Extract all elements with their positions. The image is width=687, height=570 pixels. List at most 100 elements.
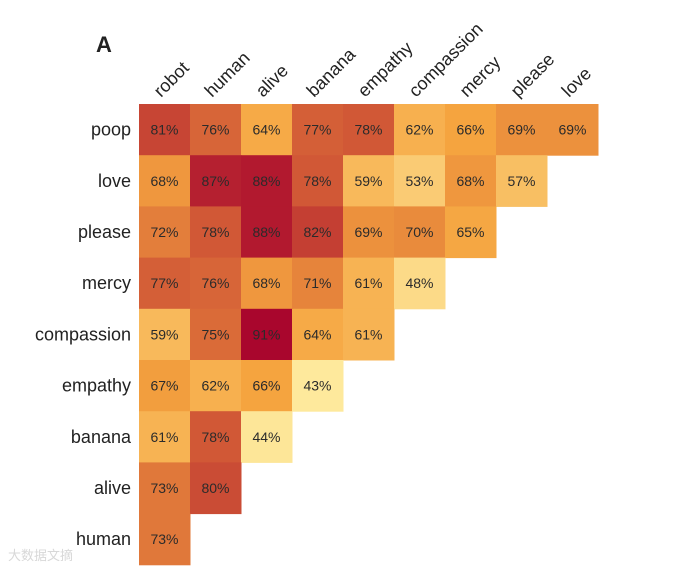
cell-value-compassion-alive: 91% <box>252 326 280 342</box>
cell-value-love-please: 57% <box>507 173 535 189</box>
cell-value-please-mercy: 65% <box>456 224 484 240</box>
row-label-alive: alive <box>94 478 131 498</box>
cell-value-poop-human: 76% <box>201 122 229 138</box>
heatmap-cell-human-robot <box>139 513 191 566</box>
heatmap-cell-love-robot <box>139 155 191 207</box>
heatmap-cell-compassion-empathy <box>343 308 395 361</box>
cell-value-love-human: 87% <box>201 173 229 189</box>
cell-value-compassion-empathy: 61% <box>354 326 382 342</box>
cell-value-please-alive: 88% <box>252 224 280 240</box>
cell-value-empathy-banana: 43% <box>303 378 331 394</box>
heatmap-cells: 81% 76% 64% 77% 78% 62% 66% 69% 69% 68% 87% 88% 78% 5… <box>139 104 599 566</box>
heatmap-cell-poop-banana <box>292 104 344 156</box>
cell-value-empathy-human: 62% <box>201 378 229 394</box>
cell-value-love-alive: 88% <box>252 173 280 189</box>
cell-value-please-compassion: 70% <box>405 224 433 240</box>
watermark-text: 大数据文摘 <box>8 549 74 564</box>
cell-value-mercy-banana: 71% <box>303 275 331 291</box>
cell-value-please-human: 78% <box>201 224 229 240</box>
column-label-love: love <box>558 63 595 100</box>
column-label-banana: banana <box>303 44 360 101</box>
column-label-please: please <box>507 49 559 101</box>
heatmap-cell-empathy-human <box>190 360 242 412</box>
cell-value-poop-alive: 64% <box>252 122 280 138</box>
cell-value-please-robot: 72% <box>150 224 178 240</box>
heatmap-cell-mercy-empathy <box>343 257 395 310</box>
heatmap-cell-love-alive <box>241 155 293 207</box>
cell-value-poop-compassion: 62% <box>405 122 433 138</box>
row-label-empathy: empathy <box>62 376 131 396</box>
heatmap-cell-poop-mercy <box>445 104 497 156</box>
heatmap-cell-banana-alive <box>241 411 293 463</box>
row-labels: poop love please mercy compassion empathy bana… <box>35 120 132 550</box>
heatmap-cell-love-banana <box>292 155 344 207</box>
heatmap-cell-please-empathy <box>343 206 395 259</box>
cell-value-empathy-robot: 67% <box>150 378 178 394</box>
heatmap-cell-poop-empathy <box>343 104 395 156</box>
heatmap-cell-alive-human <box>190 462 242 515</box>
heatmap-cell-please-robot <box>139 206 191 259</box>
cell-value-mercy-robot: 77% <box>150 275 178 291</box>
cell-value-empathy-alive: 66% <box>252 378 280 394</box>
cell-value-poop-please: 69% <box>507 122 535 138</box>
heatmap-cell-poop-please <box>496 104 548 156</box>
heatmap-cell-love-human <box>190 155 242 207</box>
heatmap-cell-mercy-alive <box>241 257 293 310</box>
heatmap-cell-please-mercy <box>445 206 497 259</box>
row-label-please: please <box>78 222 131 242</box>
heatmap-cell-please-banana <box>292 206 344 259</box>
heatmap-cell-compassion-alive <box>241 308 293 361</box>
heatmap-cell-poop-compassion <box>394 104 446 156</box>
column-label-human: human <box>201 48 254 101</box>
cell-value-please-banana: 82% <box>303 224 331 240</box>
cell-value-poop-empathy: 78% <box>354 122 382 138</box>
heatmap-cell-poop-love <box>547 104 599 156</box>
heatmap-cell-poop-alive <box>241 104 293 156</box>
column-label-robot: robot <box>150 58 193 101</box>
cell-value-poop-love: 69% <box>558 122 586 138</box>
heatmap-cell-please-compassion <box>394 206 446 259</box>
cell-value-banana-human: 78% <box>201 429 229 445</box>
heatmap-cell-love-please <box>496 155 548 207</box>
heatmap-cell-poop-human <box>190 104 242 156</box>
heatmap-cell-please-alive <box>241 206 293 259</box>
heatmap-cell-please-human <box>190 206 242 259</box>
row-label-poop: poop <box>91 120 131 140</box>
cell-value-please-empathy: 69% <box>354 224 382 240</box>
cell-value-mercy-human: 76% <box>201 275 229 291</box>
heatmap-cell-compassion-banana <box>292 308 344 361</box>
row-label-banana: banana <box>71 427 132 447</box>
heatmap-cell-love-compassion <box>394 155 446 207</box>
heatmap-cell-compassion-robot <box>139 308 191 361</box>
heatmap-cell-empathy-banana <box>292 360 344 412</box>
cell-value-human-robot: 73% <box>150 531 178 547</box>
heatmap-cell-poop-robot <box>139 104 191 156</box>
cell-value-love-banana: 78% <box>303 173 331 189</box>
cell-value-love-compassion: 53% <box>405 173 433 189</box>
cell-value-compassion-robot: 59% <box>150 326 178 342</box>
cell-value-compassion-banana: 64% <box>303 326 331 342</box>
row-label-human: human <box>76 529 131 549</box>
cell-value-mercy-alive: 68% <box>252 275 280 291</box>
cell-value-mercy-empathy: 61% <box>354 275 382 291</box>
row-label-love: love <box>98 171 131 191</box>
heatmap-cell-compassion-human <box>190 308 242 361</box>
cell-value-love-mercy: 68% <box>456 173 484 189</box>
heatmap-cell-alive-robot <box>139 462 191 515</box>
panel-label: A <box>96 32 112 57</box>
cell-value-banana-alive: 44% <box>252 429 280 445</box>
column-label-alive: alive <box>252 61 292 101</box>
heatmap-cell-mercy-banana <box>292 257 344 310</box>
heatmap-cell-banana-robot <box>139 411 191 463</box>
cell-value-love-robot: 68% <box>150 173 178 189</box>
heatmap-cell-mercy-robot <box>139 257 191 310</box>
cell-value-alive-human: 80% <box>201 480 229 496</box>
cell-value-poop-mercy: 66% <box>456 122 484 138</box>
cell-value-alive-robot: 73% <box>150 480 178 496</box>
heatmap-cell-empathy-alive <box>241 360 293 412</box>
heatmap-cell-banana-human <box>190 411 242 463</box>
cell-value-poop-banana: 77% <box>303 122 331 138</box>
heatmap-cell-love-empathy <box>343 155 395 207</box>
